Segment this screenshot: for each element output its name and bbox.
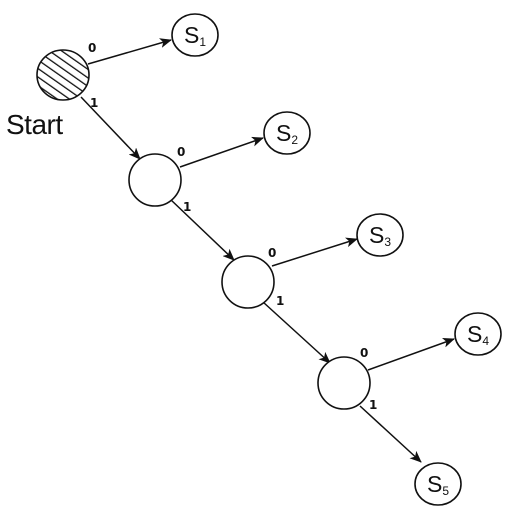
state-label-s5: S5 xyxy=(427,471,449,498)
edge-n1-to-n2 xyxy=(169,198,235,261)
edge-label-start-to-n1: 1 xyxy=(90,96,98,110)
intermediate-node-2 xyxy=(221,255,275,309)
state-node-s4: S4 xyxy=(454,312,502,356)
state-node-s3: S3 xyxy=(356,213,404,257)
edge-label-n1-to-n2: 1 xyxy=(183,200,191,214)
edge-n3-to-s4 xyxy=(367,338,455,371)
state-node-s5: S5 xyxy=(414,462,462,506)
edge-label-start-to-s1: 0 xyxy=(88,41,96,55)
edge-label-n2-to-n3: 1 xyxy=(276,294,284,308)
edge-n3-to-s5 xyxy=(359,405,422,463)
state-node-s1: S1 xyxy=(171,13,219,57)
edge-start-to-s1 xyxy=(87,38,172,65)
state-label-s4: S4 xyxy=(467,321,489,348)
state-label-s1: S1 xyxy=(184,22,206,49)
edge-n2-to-s3 xyxy=(271,237,358,267)
edge-label-n1-to-s2: 0 xyxy=(177,145,185,159)
edge-n2-to-n3 xyxy=(262,301,331,364)
edge-label-n3-to-s5: 1 xyxy=(369,398,377,412)
intermediate-node-1 xyxy=(128,153,182,207)
start-node xyxy=(36,49,90,101)
start-label: Start xyxy=(6,109,63,140)
state-node-s2: S2 xyxy=(263,111,311,155)
intermediate-node-3 xyxy=(317,356,371,410)
edge-n1-to-s2 xyxy=(179,136,264,168)
edge-start-to-n1 xyxy=(80,96,141,160)
state-label-s3: S3 xyxy=(369,222,391,249)
edge-label-n2-to-s3: 0 xyxy=(268,246,276,260)
edge-label-n3-to-s4: 0 xyxy=(360,346,368,360)
state-label-s2: S2 xyxy=(276,120,298,147)
